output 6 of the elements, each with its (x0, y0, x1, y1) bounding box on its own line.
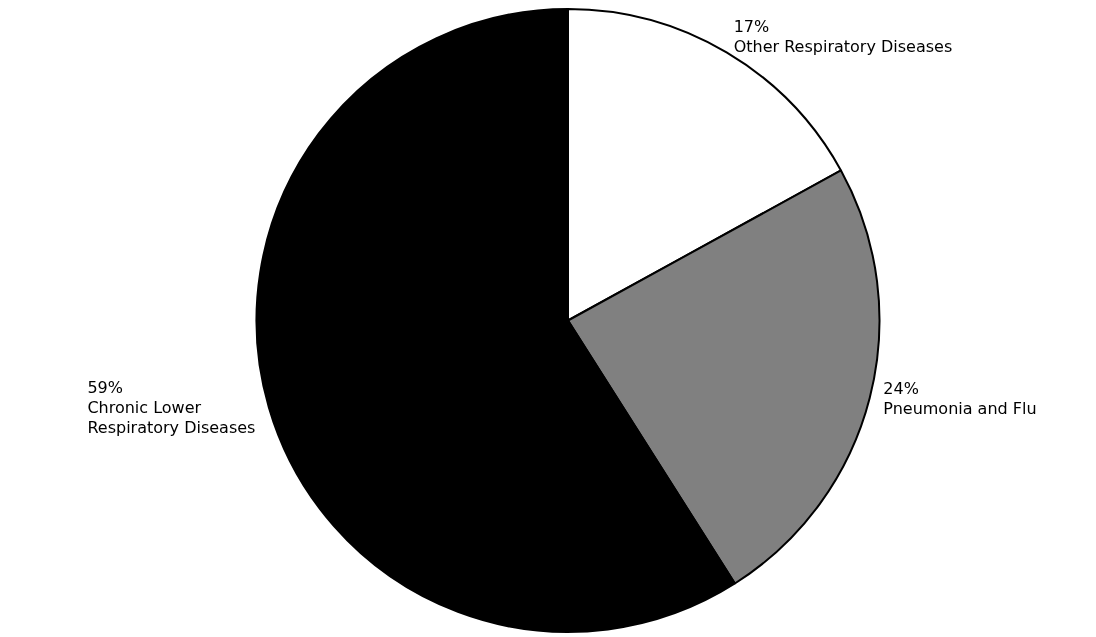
slice-label: Pneumonia and Flu (883, 398, 1037, 418)
data-label: 17% (733, 17, 770, 37)
data-label: 59% (87, 378, 123, 398)
slice-label: Chronic Lower Respiratory Diseases (87, 398, 256, 438)
slice-label: Other Respiratory Diseases (733, 37, 953, 57)
data-label: 24% (883, 378, 919, 398)
